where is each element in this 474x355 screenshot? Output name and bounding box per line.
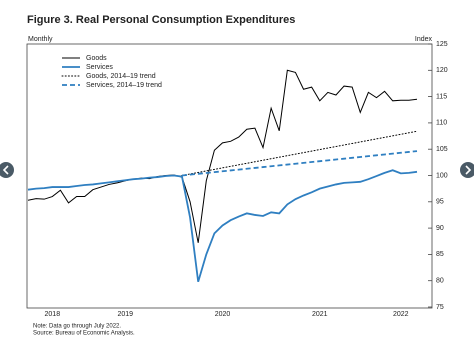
y-tick-label: 115 xyxy=(436,93,447,100)
y-tick-label: 80 xyxy=(436,278,444,285)
series-line xyxy=(27,169,418,283)
y-tick-label: 120 xyxy=(436,67,448,74)
x-tick-label: 2019 xyxy=(117,311,133,318)
y-tick-label: 100 xyxy=(436,172,448,179)
left-axis-label: Monthly xyxy=(28,36,53,43)
x-tick-label: 2018 xyxy=(45,311,61,318)
plot-frame xyxy=(26,43,433,309)
source: Source: Bureau of Economic Analysis. xyxy=(33,331,135,337)
y-tick-label: 110 xyxy=(436,120,447,127)
series-line xyxy=(27,69,418,243)
series-line xyxy=(181,150,418,177)
y-tick-label: 90 xyxy=(436,225,444,232)
note: Note: Data go through July 2022. xyxy=(33,324,121,330)
y-tick-label: 125 xyxy=(436,41,448,48)
x-tick-label: 2022 xyxy=(393,311,409,318)
legend-label: Services, 2014–19 trend xyxy=(86,82,162,89)
y-tick-label: 105 xyxy=(436,146,448,153)
legend-label: Goods, 2014–19 trend xyxy=(86,73,156,80)
next-button[interactable] xyxy=(460,162,474,178)
x-tick-label: 2020 xyxy=(215,311,231,318)
prev-button[interactable] xyxy=(0,162,14,178)
series-line xyxy=(181,130,418,176)
y-tick-label: 85 xyxy=(436,251,444,258)
chart-title: Figure 3. Real Personal Consumption Expe… xyxy=(27,14,295,26)
legend-label: Services xyxy=(86,64,113,71)
legend-label: Goods xyxy=(86,55,107,62)
x-tick-label: 2021 xyxy=(312,311,328,318)
right-axis-label: Index xyxy=(415,36,433,43)
y-tick-label: 75 xyxy=(436,304,444,311)
y-tick-label: 95 xyxy=(436,199,444,206)
